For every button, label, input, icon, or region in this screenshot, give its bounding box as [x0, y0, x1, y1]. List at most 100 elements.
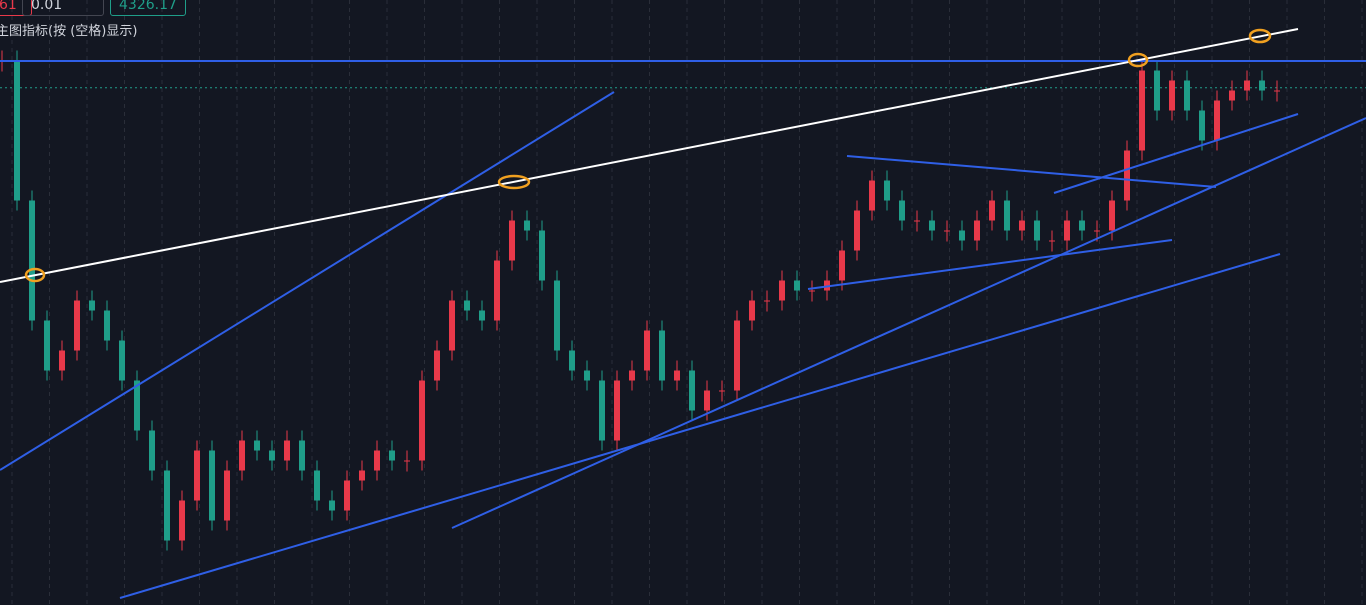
candle	[1139, 70, 1145, 151]
trend-line	[451, 117, 1366, 529]
candle	[899, 200, 905, 221]
candle	[1094, 230, 1100, 232]
candle	[1064, 220, 1070, 241]
lot-input[interactable]: 0.01	[22, 0, 104, 16]
candle	[254, 440, 260, 451]
candle	[314, 470, 320, 501]
candle	[884, 180, 890, 201]
candle	[404, 460, 410, 462]
touch-marker	[1127, 52, 1149, 68]
candle	[629, 370, 635, 381]
candle	[149, 430, 155, 471]
candle	[89, 300, 95, 311]
indicator-hint: 主图指标(按 (空格)显示)	[0, 24, 138, 39]
candle	[989, 200, 995, 221]
candle	[1154, 70, 1160, 111]
candle	[374, 450, 380, 471]
candle	[269, 450, 275, 461]
candle	[179, 500, 185, 541]
candle	[1184, 80, 1190, 111]
candle	[1019, 220, 1025, 231]
candle	[209, 450, 215, 521]
candle	[59, 350, 65, 371]
candle	[239, 440, 245, 471]
candle	[1229, 90, 1235, 101]
candle	[1004, 200, 1010, 231]
candle	[329, 500, 335, 511]
candle	[674, 370, 680, 381]
candle	[644, 330, 650, 371]
candle	[764, 300, 770, 302]
candle	[944, 230, 950, 232]
candle	[704, 390, 710, 411]
trend-line	[0, 91, 615, 471]
candle	[809, 290, 815, 292]
candle	[524, 220, 530, 231]
candle	[839, 250, 845, 281]
candle	[539, 230, 545, 281]
touch-marker	[1248, 28, 1272, 44]
candle	[164, 470, 170, 541]
trend-line	[1053, 113, 1299, 194]
candle	[749, 300, 755, 321]
candle	[1244, 80, 1250, 91]
candle	[569, 350, 575, 371]
candle	[449, 300, 455, 351]
candle	[509, 220, 515, 261]
candle	[779, 280, 785, 301]
candle	[14, 60, 20, 201]
drawings	[0, 28, 1366, 599]
candle	[974, 220, 980, 241]
candle	[1079, 220, 1085, 231]
candle	[224, 470, 230, 521]
markers	[24, 28, 1272, 283]
buy-price[interactable]: 4326.17	[110, 0, 186, 16]
candle	[719, 390, 725, 392]
candle	[1109, 200, 1115, 231]
candle	[284, 440, 290, 461]
candle	[1049, 240, 1055, 242]
touch-marker	[497, 174, 531, 190]
candle	[1214, 100, 1220, 141]
trend-line	[807, 239, 1173, 290]
candle	[1274, 90, 1280, 92]
trend-line	[846, 155, 1217, 188]
candle	[869, 180, 875, 211]
candle	[959, 230, 965, 241]
candle	[599, 380, 605, 441]
candle	[464, 300, 470, 311]
candle	[29, 200, 35, 321]
candle	[389, 450, 395, 461]
candle	[614, 380, 620, 441]
candle	[854, 210, 860, 251]
candle	[119, 340, 125, 381]
resistance-line[interactable]	[0, 28, 1299, 283]
touch-marker	[24, 267, 46, 283]
candle	[1169, 80, 1175, 111]
trend-line	[119, 253, 1281, 599]
candle	[359, 470, 365, 481]
candle	[299, 440, 305, 471]
candle	[794, 280, 800, 291]
candle	[104, 310, 110, 341]
candle	[419, 380, 425, 461]
candle	[929, 220, 935, 231]
candle	[344, 480, 350, 511]
candle	[659, 330, 665, 381]
candle	[554, 280, 560, 351]
candle	[434, 350, 440, 381]
input-box[interactable]: 61	[0, 0, 32, 16]
candle	[194, 450, 200, 501]
candle	[1124, 150, 1130, 201]
candle	[1259, 80, 1265, 91]
candle	[74, 300, 80, 351]
candle	[134, 380, 140, 431]
candle	[1199, 110, 1205, 141]
candles	[0, 50, 1280, 551]
candle	[44, 320, 50, 371]
candle	[689, 370, 695, 411]
candle	[734, 320, 740, 391]
